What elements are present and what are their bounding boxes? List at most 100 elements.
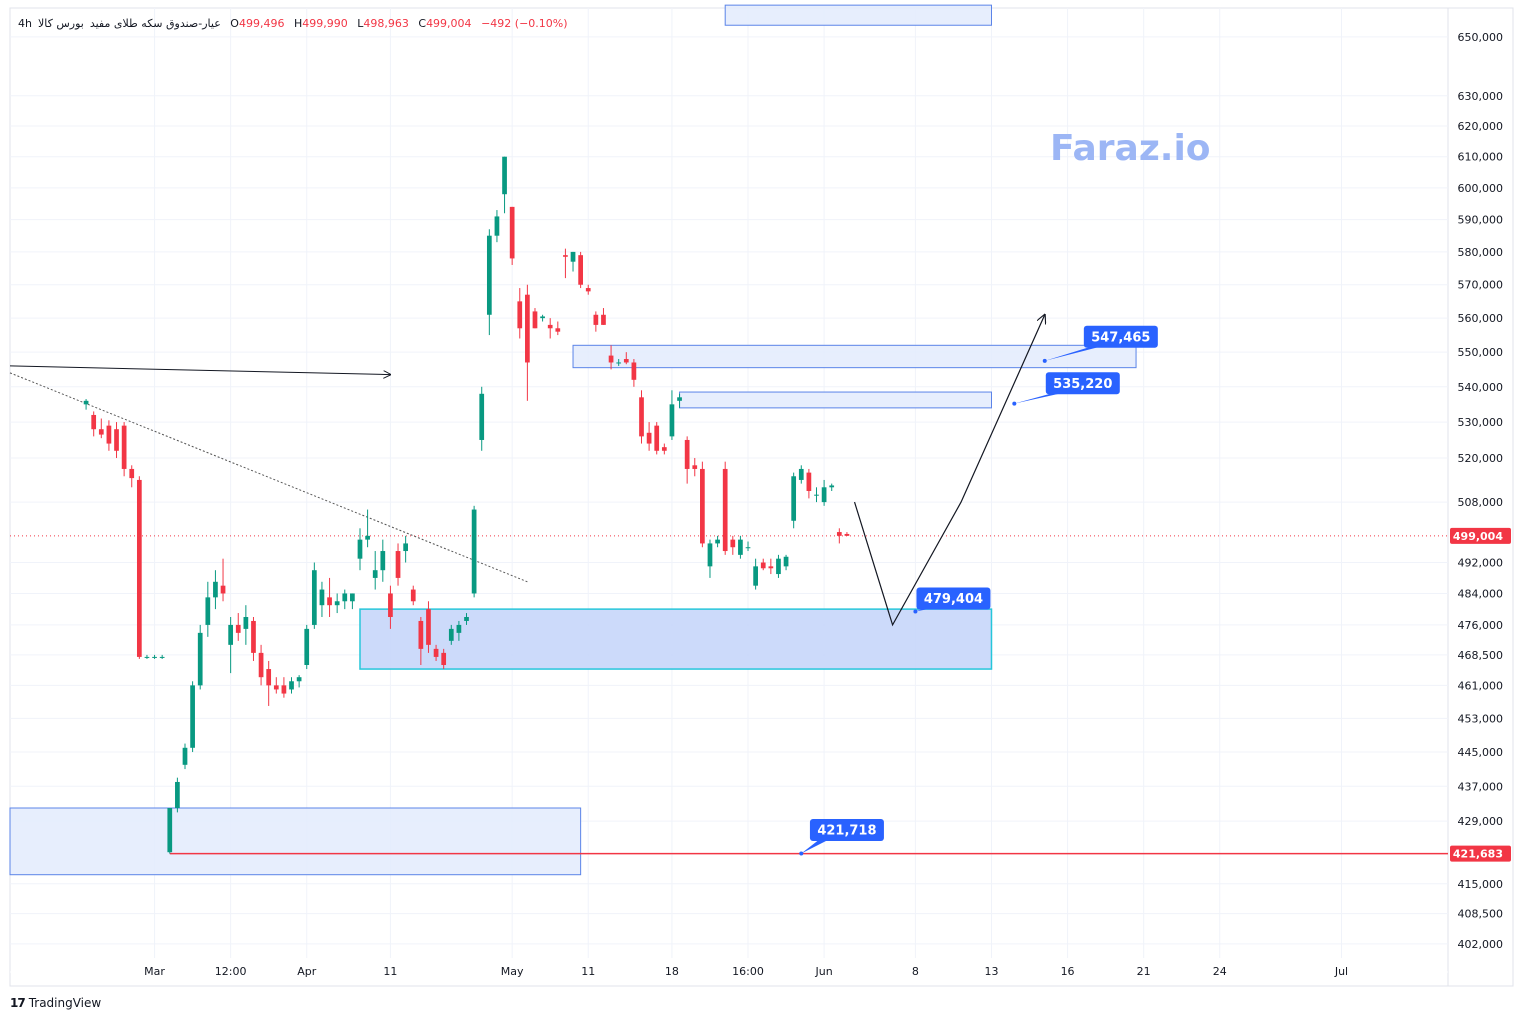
candle-body (205, 597, 211, 625)
time-tick-label: Mar (144, 965, 165, 978)
candle-body (745, 547, 751, 549)
callout-label: 547,465 (1091, 330, 1150, 345)
legend-close: C499,004 (418, 17, 472, 30)
candle-body (441, 652, 447, 665)
zone-rectangle (724, 4, 992, 26)
candle-body (783, 556, 789, 567)
candle-body (540, 316, 545, 319)
candle-body (403, 543, 408, 552)
price-axis[interactable]: 650,000 630,000 620,000 610,000 600,000 590,0… (1450, 31, 1511, 951)
callout-label: 479,404 (924, 592, 983, 607)
candle-body (700, 468, 705, 544)
callout-pointer (801, 838, 830, 854)
time-tick-label: May (501, 965, 524, 978)
callout-anchor (1012, 401, 1017, 406)
candle-body (836, 532, 842, 536)
price-tick-label: 408,500 (1458, 908, 1504, 921)
time-tick-label: 16 (1061, 965, 1075, 978)
candle-body (251, 620, 256, 653)
candle-body (136, 479, 142, 657)
candle-body (464, 617, 469, 621)
time-tick-label: 16:00 (732, 965, 764, 978)
candle-body (677, 397, 682, 401)
callout-pointer (915, 607, 937, 612)
candle-body (525, 294, 530, 363)
candle-body (365, 535, 370, 540)
time-tick-label: Jun (815, 965, 833, 978)
price-tick-label: 570,000 (1458, 279, 1504, 292)
candle-body (471, 509, 477, 594)
candle-body (555, 328, 561, 332)
time-tick-label: 18 (665, 965, 679, 978)
candle-body (228, 624, 234, 645)
zone-rectangle (572, 344, 1137, 369)
candle-body (791, 476, 797, 521)
candle-body (304, 628, 310, 665)
legend-change: −492 (−0.10%) (481, 17, 568, 30)
candle-body (182, 747, 188, 765)
candle-body (273, 685, 279, 690)
price-tick-label: 540,000 (1458, 381, 1504, 394)
candle-body (167, 808, 173, 853)
candle-body (91, 414, 97, 430)
callout-anchor (799, 851, 804, 856)
candle-body (768, 566, 774, 569)
price-tick-label: 415,000 (1458, 878, 1504, 891)
tradingview-brand[interactable]: 17 TradingView (10, 996, 101, 1010)
candle-body (844, 533, 850, 536)
price-tick-label: 600,000 (1458, 182, 1504, 195)
candle-body (654, 425, 660, 451)
callout-label: 421,718 (817, 823, 876, 838)
candle-body (175, 781, 180, 809)
legend-high: H499,990 (293, 17, 348, 30)
candle-body (426, 609, 431, 645)
watermark-text: Faraz.io (1050, 128, 1211, 169)
candle-body (357, 539, 363, 559)
candle-body (509, 206, 515, 259)
candle-body (502, 156, 507, 195)
support-price-badge-bg (1450, 845, 1511, 862)
zone-rectangle (679, 391, 992, 409)
callout-box (809, 818, 884, 841)
callout-anchor (913, 609, 918, 614)
price-tick-label: 461,000 (1458, 679, 1504, 692)
time-tick-label: Apr (297, 965, 317, 978)
callout-box (1083, 325, 1158, 348)
candle-body (585, 288, 591, 292)
candle-body (129, 468, 135, 479)
candle-body (517, 301, 523, 329)
candle-body (753, 566, 758, 586)
price-tick-label: 590,000 (1458, 214, 1504, 227)
candle-body (311, 570, 317, 625)
price-tick-label: 530,000 (1458, 416, 1504, 429)
candle-body (456, 624, 462, 633)
candle-body (684, 439, 690, 469)
time-tick-label: 11 (581, 965, 595, 978)
tradingview-logo-icon: 17 (10, 996, 26, 1010)
candle-body (547, 324, 553, 329)
candle-body (243, 617, 249, 629)
price-tick-label: 560,000 (1458, 312, 1504, 325)
candle-body (334, 601, 340, 606)
price-tick-label: 429,000 (1458, 815, 1504, 828)
candle-body (433, 648, 439, 657)
candle-body (319, 589, 325, 606)
candle-body (327, 597, 332, 606)
candle-body (631, 362, 637, 380)
candle-body (152, 656, 157, 658)
candle-body (616, 362, 622, 364)
candle-body (738, 539, 743, 555)
price-tick-label: 550,000 (1458, 346, 1504, 359)
price-tick-label: 508,000 (1458, 496, 1504, 509)
candle-body (715, 539, 720, 544)
callout-pointer (1014, 392, 1066, 404)
price-tick-label: 650,000 (1458, 31, 1504, 44)
candle-body (829, 485, 835, 488)
dotted-trendline (9, 372, 528, 583)
legend-symbol[interactable]: عیار-صندوق سکه طلای مفید (89, 17, 221, 30)
candle-body (486, 235, 492, 315)
time-axis[interactable]: Mar 12:00 Apr 11 May 11 18 16:00 Jun 8 13 16 21 24 Jul (144, 965, 1348, 978)
candle-body (213, 581, 218, 598)
candle-body (266, 669, 272, 686)
